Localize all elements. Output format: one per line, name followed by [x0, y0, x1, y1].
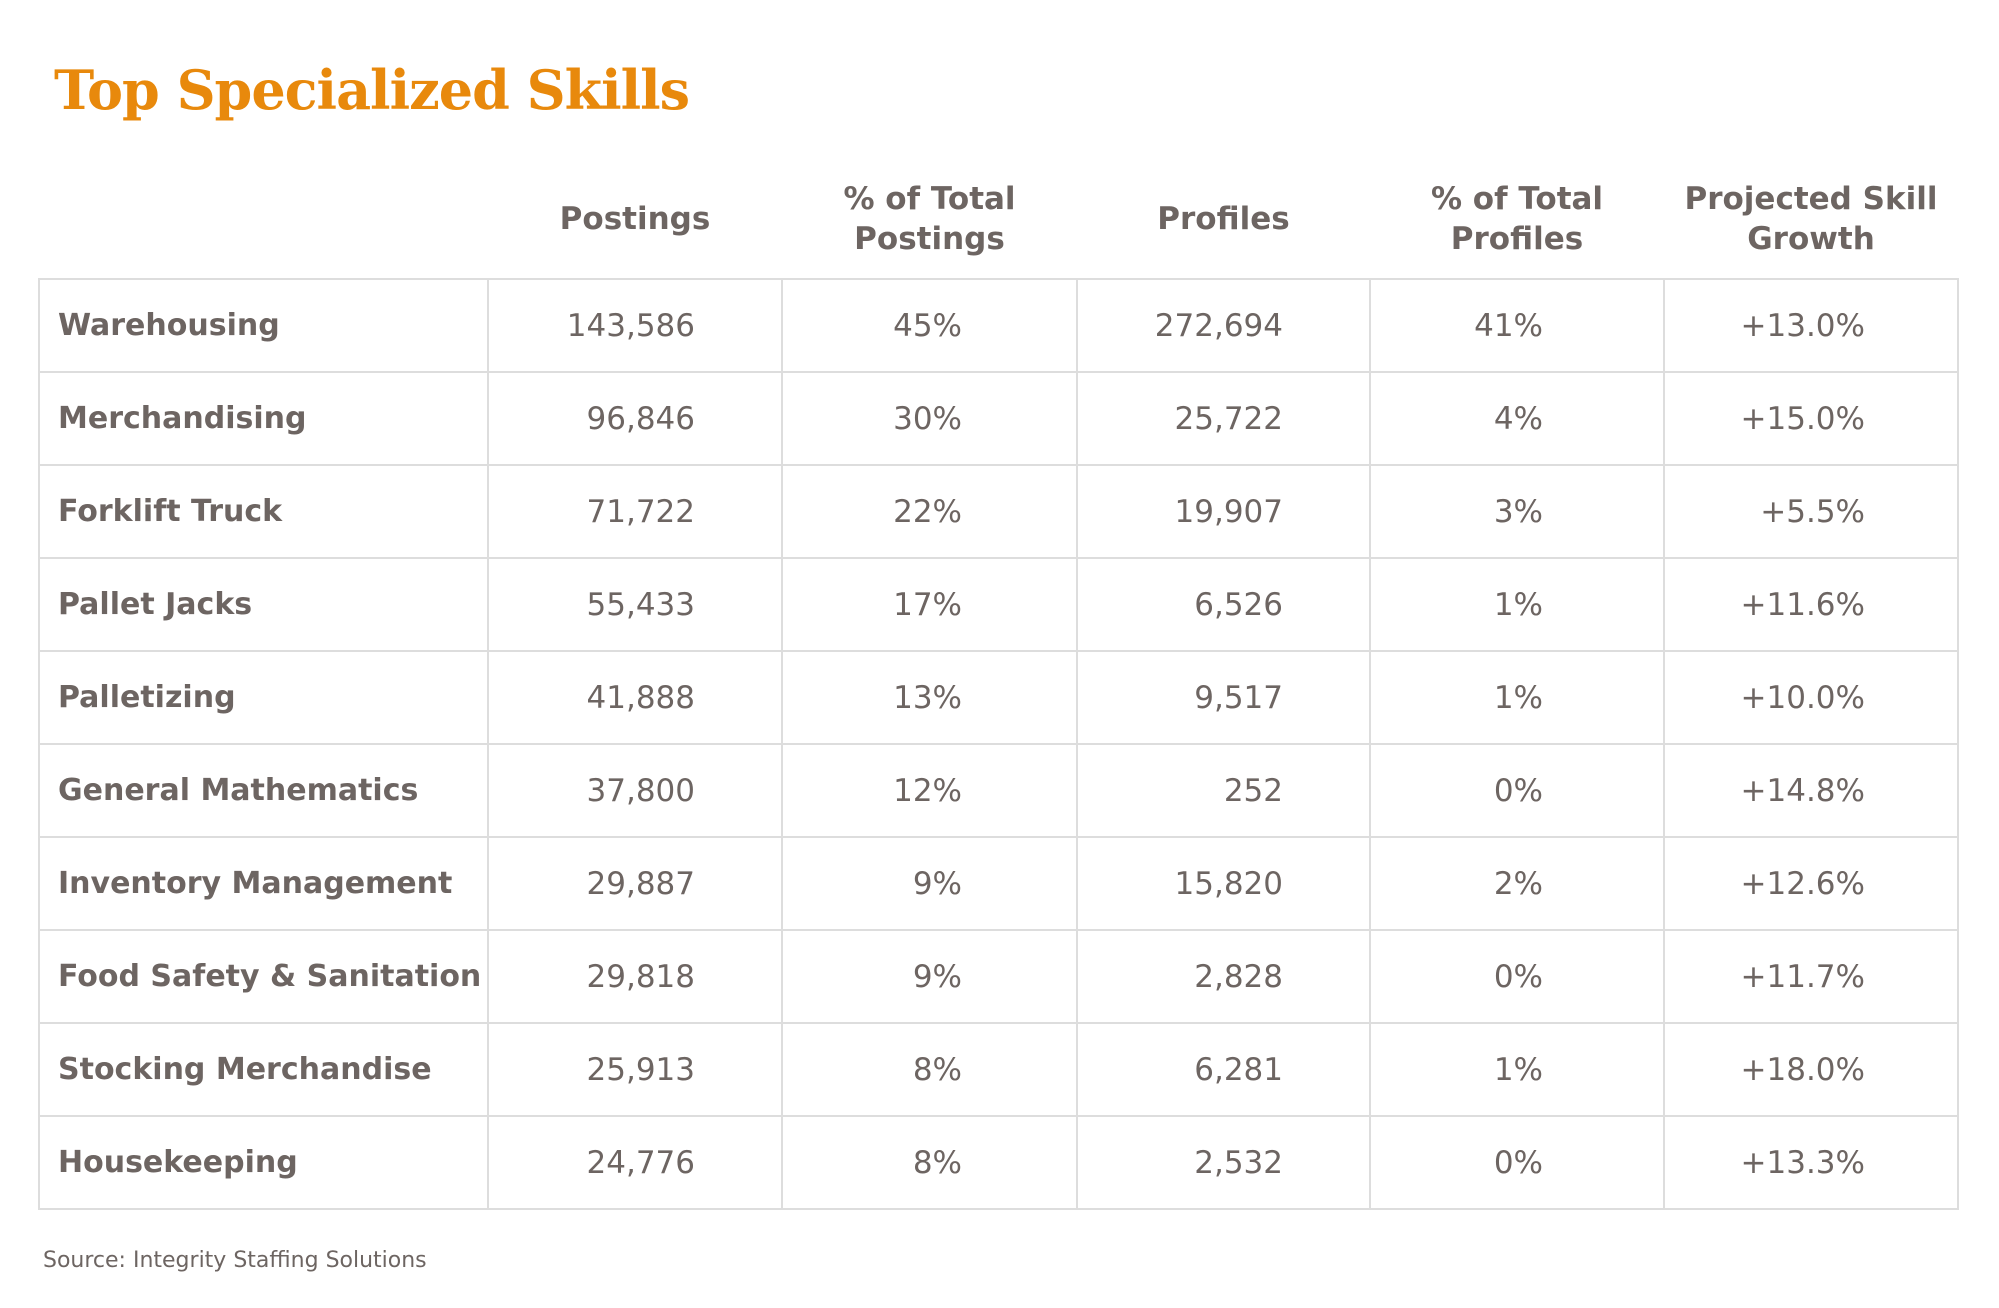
value-cell: 143,586: [487, 278, 783, 373]
value-cell: +13.3%: [1663, 1115, 1959, 1210]
column-header: Profiles: [1157, 201, 1290, 237]
skill-name-cell: Housekeeping: [38, 1115, 489, 1210]
table-row: Stocking Merchandise 25,913 8% 6,281 1% +18.0…: [38, 1022, 1959, 1117]
value-cell: 30%: [781, 371, 1078, 466]
column-header: Projected Skill Growth: [1684, 181, 1938, 257]
column-header: % of Total Postings: [843, 181, 1016, 257]
column-header: [39, 160, 488, 279]
table-row: Warehousing 143,586 45% 272,694 41% +13.0%: [38, 278, 1959, 373]
value-cell: 2,532: [1076, 1115, 1371, 1210]
value-cell: 9%: [781, 836, 1078, 931]
value-cell: 2%: [1369, 836, 1665, 931]
value-cell: 25,722: [1076, 371, 1371, 466]
value-cell: 6,526: [1076, 557, 1371, 652]
value-cell: 45%: [781, 278, 1078, 373]
value-cell: 22%: [781, 464, 1078, 559]
value-cell: +11.7%: [1663, 929, 1959, 1024]
value-cell: 0%: [1369, 929, 1665, 1024]
value-cell: 0%: [1369, 1115, 1665, 1210]
value-cell: 37,800: [487, 743, 783, 838]
value-cell: +12.6%: [1663, 836, 1959, 931]
page-title: Top Specialized Skills: [54, 58, 690, 122]
value-cell: 96,846: [487, 371, 783, 466]
value-cell: 252: [1076, 743, 1371, 838]
value-cell: +13.0%: [1663, 278, 1959, 373]
column-header: % of Total Profiles: [1430, 181, 1604, 257]
value-cell: 8%: [781, 1115, 1078, 1210]
value-cell: +11.6%: [1663, 557, 1959, 652]
value-cell: 272,694: [1076, 278, 1371, 373]
table-row: Inventory Management 29,887 9% 15,820 2% +12.…: [38, 836, 1959, 931]
header-row: Postings % of Total Postings Profiles % of …: [39, 160, 1958, 279]
value-cell: 19,907: [1076, 464, 1371, 559]
value-cell: 24,776: [487, 1115, 783, 1210]
skill-name-cell: General Mathematics: [38, 743, 489, 838]
value-cell: +10.0%: [1663, 650, 1959, 745]
value-cell: 12%: [781, 743, 1078, 838]
table-row: General Mathematics 37,800 12% 252 0% +14.8%: [38, 743, 1959, 838]
skill-name-cell: Inventory Management: [38, 836, 489, 931]
skill-name-cell: Palletizing: [38, 650, 489, 745]
value-cell: 1%: [1369, 557, 1665, 652]
value-cell: +15.0%: [1663, 371, 1959, 466]
value-cell: 71,722: [487, 464, 783, 559]
value-cell: 2,828: [1076, 929, 1371, 1024]
value-cell: 17%: [781, 557, 1078, 652]
value-cell: 4%: [1369, 371, 1665, 466]
value-cell: +5.5%: [1663, 464, 1959, 559]
skill-name-cell: Forklift Truck: [38, 464, 489, 559]
skill-name-cell: Food Safety & Sanitation: [38, 929, 489, 1024]
value-cell: 8%: [781, 1022, 1078, 1117]
table-row: Palletizing 41,888 13% 9,517 1% +10.0%: [38, 650, 1959, 745]
value-cell: 41%: [1369, 278, 1665, 373]
skill-name-cell: Stocking Merchandise: [38, 1022, 489, 1117]
skill-name-cell: Merchandising: [38, 371, 489, 466]
value-cell: 6,281: [1076, 1022, 1371, 1117]
value-cell: 25,913: [487, 1022, 783, 1117]
value-cell: 29,818: [487, 929, 783, 1024]
skills-table: Postings % of Total Postings Profiles % of …: [38, 160, 1959, 1210]
value-cell: 1%: [1369, 650, 1665, 745]
skill-name-cell: Warehousing: [38, 278, 489, 373]
value-cell: 55,433: [487, 557, 783, 652]
value-cell: +14.8%: [1663, 743, 1959, 838]
value-cell: 3%: [1369, 464, 1665, 559]
table-row: Forklift Truck 71,722 22% 19,907 3% +5.5%: [38, 464, 1959, 559]
value-cell: 0%: [1369, 743, 1665, 838]
value-cell: 15,820: [1076, 836, 1371, 931]
source-note: Source: Integrity Staffing Solutions: [43, 1248, 427, 1273]
table-row: Pallet Jacks 55,433 17% 6,526 1% +11.6%: [38, 557, 1959, 652]
value-cell: 41,888: [487, 650, 783, 745]
table-row: Food Safety & Sanitation 29,818 9% 2,828 0% +…: [38, 929, 1959, 1024]
value-cell: 9%: [781, 929, 1078, 1024]
column-header: Postings: [559, 201, 711, 237]
skill-name-cell: Pallet Jacks: [38, 557, 489, 652]
value-cell: 1%: [1369, 1022, 1665, 1117]
value-cell: 13%: [781, 650, 1078, 745]
table-row: Housekeeping 24,776 8% 2,532 0% +13.3%: [38, 1115, 1959, 1210]
table-row: Merchandising 96,846 30% 25,722 4% +15.0%: [38, 371, 1959, 466]
value-cell: 29,887: [487, 836, 783, 931]
value-cell: 9,517: [1076, 650, 1371, 745]
value-cell: +18.0%: [1663, 1022, 1959, 1117]
